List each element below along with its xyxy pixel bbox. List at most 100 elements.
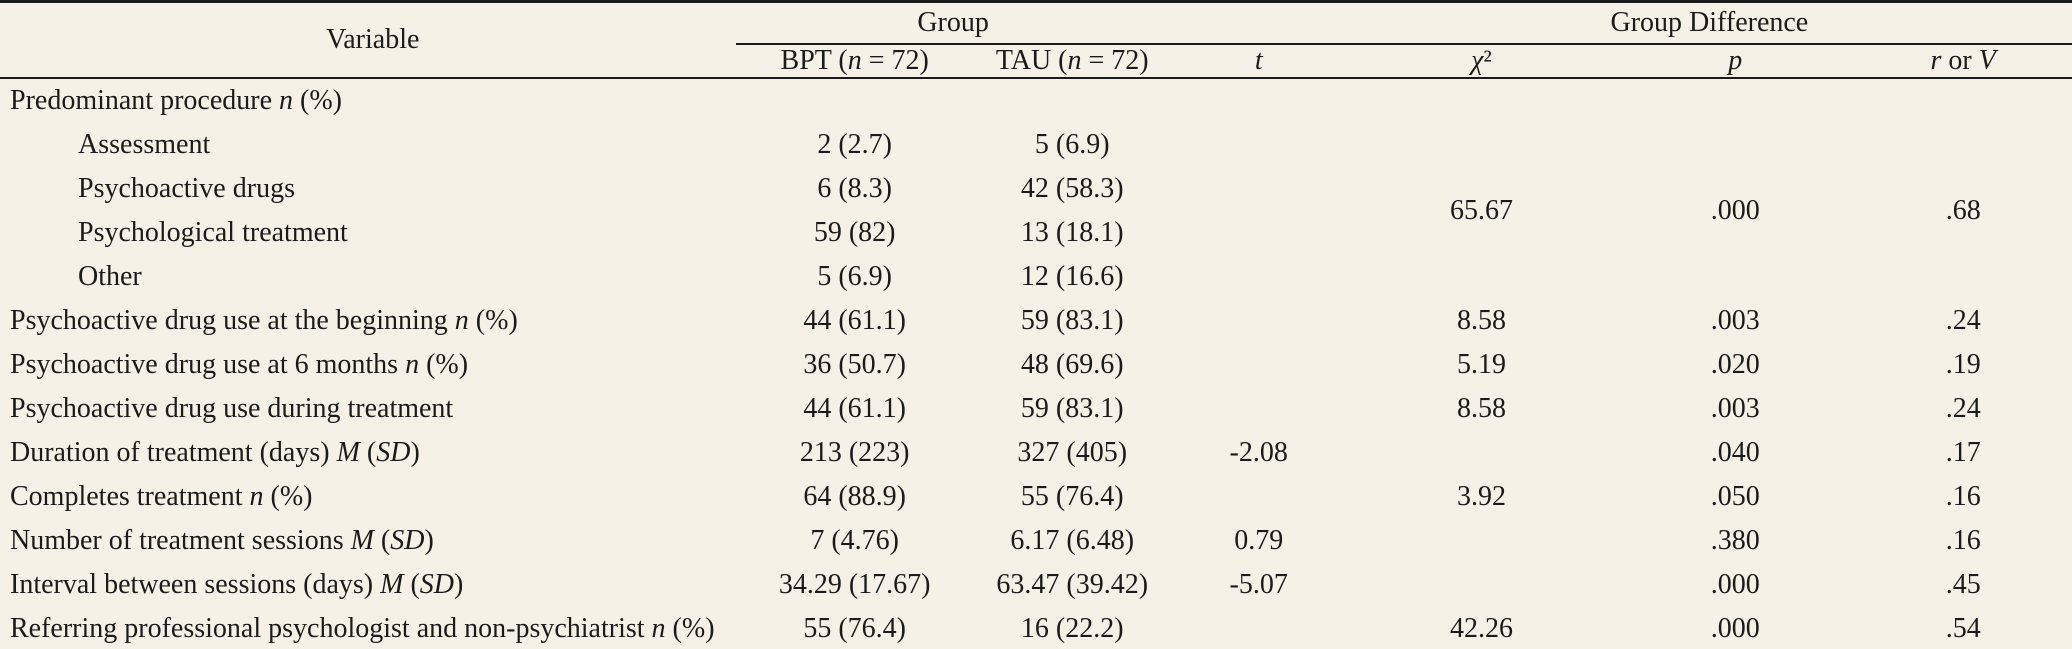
- header-variable: Variable: [0, 1, 736, 79]
- cell-tau: 48 (69.6): [1020, 349, 1124, 380]
- header-col-bpt: BPT (n = 72): [735, 44, 974, 79]
- cell-chi2: [1347, 563, 1616, 607]
- cell-t: [1171, 299, 1347, 343]
- cell-bpt: 5 (6.9): [817, 261, 893, 292]
- cell-chi2: 8.58: [1456, 305, 1506, 336]
- cell-bpt: 34.29 (17.67): [778, 569, 931, 600]
- cell-tau: 6.17 (6.48): [1010, 525, 1135, 556]
- cell-chi2: [1347, 431, 1616, 475]
- cell-t: [1171, 123, 1347, 167]
- header-col-t: t: [1170, 44, 1347, 79]
- cell-bpt: 64 (88.9): [803, 481, 907, 512]
- cell-r-or-v: .24: [1945, 305, 1981, 336]
- cell-r-or-v-merged: .68: [1945, 195, 1981, 226]
- cell-tau: 327 (405): [1017, 437, 1128, 468]
- table-row: Predominant procedure n (%): [0, 78, 2072, 123]
- cell-bpt: 36 (50.7): [803, 349, 907, 380]
- table-row: Psychological treatment 59 (82) 13 (18.1…: [0, 211, 2072, 255]
- row-label: Assessment: [78, 129, 211, 160]
- cell-t: [1171, 387, 1347, 431]
- cell-tau: 55 (76.4): [1020, 481, 1124, 512]
- row-label: Duration of treatment (days) M (SD): [10, 437, 420, 468]
- row-label: Completes treatment n (%): [10, 481, 313, 512]
- row-label: Predominant procedure n (%): [10, 85, 343, 116]
- cell-chi2: 42.26: [1449, 613, 1513, 644]
- cell-chi2: 8.58: [1456, 393, 1506, 424]
- table-row: Interval between sessions (days) M (SD) …: [0, 563, 2072, 607]
- table-row: Assessment 2 (2.7) 5 (6.9) 65.67 .000 .6…: [0, 123, 2072, 226]
- cell-tau: 42 (58.3): [1020, 173, 1124, 204]
- cell-p: .020: [1710, 349, 1760, 380]
- cell-tau: 59 (83.1): [1020, 393, 1124, 424]
- cell-t: 0.79: [1234, 525, 1284, 556]
- cell-t: [1171, 343, 1347, 387]
- cell-p: .050: [1710, 481, 1760, 512]
- cell-bpt: 55 (76.4): [803, 613, 907, 644]
- cell-p: .003: [1710, 305, 1760, 336]
- table-row: Referring professional psychologist and …: [0, 607, 2072, 649]
- header-col-p: p: [1616, 44, 1855, 79]
- cell-r-or-v: .24: [1945, 393, 1981, 424]
- row-label: Psychological treatment: [78, 217, 348, 248]
- cell-tau: 13 (18.1): [1020, 217, 1124, 248]
- header-col-chi2: χ²: [1346, 44, 1617, 79]
- table-row: Psychoactive drug use during treatment 4…: [0, 387, 2072, 431]
- cell-tau: [974, 78, 1171, 123]
- cell-p-merged: .000: [1710, 195, 1760, 226]
- cell-r-or-v: .16: [1945, 481, 1981, 512]
- cell-p: .380: [1710, 525, 1760, 556]
- cell-t: [1171, 78, 1347, 123]
- table-body: Predominant procedure n (%) Assessment 2…: [0, 78, 2072, 649]
- row-label: Psychoactive drug use at 6 months n (%): [10, 349, 469, 380]
- cell-r-or-v: .54: [1945, 613, 1981, 644]
- cell-p: .040: [1710, 437, 1760, 468]
- row-label: Number of treatment sessions M (SD): [10, 525, 434, 556]
- row-label: Interval between sessions (days) M (SD): [10, 569, 464, 600]
- cell-bpt: 213 (223): [799, 437, 910, 468]
- header-columns-row: BPT (n = 72) TAU (n = 72) t χ² p r or V: [0, 44, 2072, 79]
- table-row: Psychoactive drugs 6 (8.3) 42 (58.3): [0, 167, 2072, 211]
- row-label: Psychoactive drugs: [78, 173, 295, 204]
- table-header: Variable Group Group Difference BPT (n =…: [0, 1, 2072, 79]
- table-row: Duration of treatment (days) M (SD) 213 …: [0, 431, 2072, 475]
- cell-t: -5.07: [1229, 569, 1288, 600]
- cell-chi2-merged: 65.67: [1449, 195, 1513, 226]
- cell-tau: 63.47 (39.42): [996, 569, 1149, 600]
- cell-tau: 16 (22.2): [1020, 613, 1124, 644]
- cell-bpt: 44 (61.1): [803, 305, 907, 336]
- cell-chi2: 5.19: [1456, 349, 1506, 380]
- cell-p: [1616, 78, 1854, 123]
- table-row: Number of treatment sessions M (SD) 7 (4…: [0, 519, 2072, 563]
- cell-p: .000: [1710, 569, 1760, 600]
- cell-tau: 12 (16.6): [1020, 261, 1124, 292]
- header-group: Group: [735, 1, 1171, 45]
- cell-r-or-v: .45: [1945, 569, 1981, 600]
- header-group-difference: Group Difference: [1346, 1, 2072, 45]
- cell-bpt: 44 (61.1): [803, 393, 907, 424]
- cell-bpt: 59 (82): [813, 217, 896, 248]
- cell-p: .003: [1710, 393, 1760, 424]
- cell-chi2: [1347, 78, 1616, 123]
- cell-tau: 59 (83.1): [1020, 305, 1124, 336]
- cell-r-or-v: .17: [1945, 437, 1981, 468]
- table-row: Psychoactive drug use at the beginning n…: [0, 299, 2072, 343]
- table-row: Completes treatment n (%) 64 (88.9) 55 (…: [0, 475, 2072, 519]
- cell-r-or-v: .16: [1945, 525, 1981, 556]
- table-row: Other 5 (6.9) 12 (16.6): [0, 255, 2072, 299]
- cell-bpt: 2 (2.7): [817, 129, 893, 160]
- cell-t: [1171, 475, 1347, 519]
- header-col-r-or-v: r or V: [1854, 44, 2072, 79]
- cell-bpt: 7 (4.76): [810, 525, 900, 556]
- row-label: Referring professional psychologist and …: [10, 613, 715, 644]
- cell-t: [1171, 211, 1347, 255]
- cell-p: .000: [1710, 613, 1760, 644]
- table-row: Psychoactive drug use at 6 months n (%) …: [0, 343, 2072, 387]
- cell-t: [1171, 255, 1347, 299]
- header-spanner-row: Variable Group Group Difference: [0, 1, 2072, 79]
- cell-bpt: [736, 78, 974, 123]
- cell-bpt: 6 (8.3): [817, 173, 893, 204]
- row-label: Other: [78, 261, 142, 292]
- cell-t: -2.08: [1229, 437, 1288, 468]
